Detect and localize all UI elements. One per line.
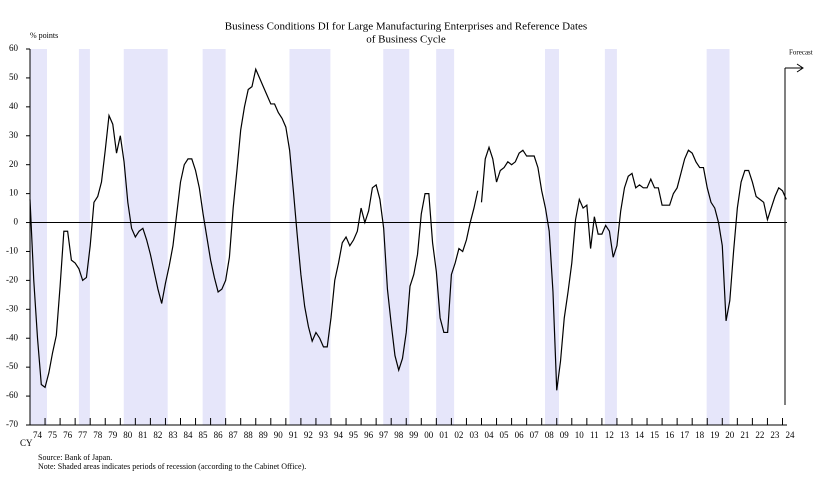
- x-tick-label: 92: [304, 430, 313, 440]
- recession-band: [436, 49, 455, 425]
- x-tick-label: 84: [183, 430, 193, 440]
- x-tick-label: 94: [334, 430, 344, 440]
- forecast-label: Forecast: [789, 49, 813, 57]
- y-tick-label: 20: [9, 159, 19, 169]
- x-tick-label: 01: [439, 430, 448, 440]
- y-tick-label: -20: [6, 274, 18, 284]
- x-tick-label: 06: [515, 430, 525, 440]
- x-tick-label: 13: [620, 430, 630, 440]
- x-axis-label: CY: [20, 438, 33, 448]
- x-tick-label: 12: [605, 430, 614, 440]
- x-tick-label: 03: [469, 430, 479, 440]
- di-line: [29, 67, 787, 391]
- x-tick-label: 16: [665, 430, 675, 440]
- recession-band: [545, 49, 559, 425]
- x-tick-label: 87: [229, 430, 239, 440]
- x-tick-label: 77: [78, 430, 88, 440]
- y-tick-label: -40: [6, 332, 18, 342]
- recession-band: [604, 49, 617, 425]
- x-tick-label: 88: [244, 430, 254, 440]
- y-tick-label: -60: [6, 390, 18, 400]
- x-tick-label: 15: [650, 430, 660, 440]
- x-tick-label: 02: [454, 430, 463, 440]
- x-tick-label: 93: [319, 430, 329, 440]
- y-tick-label: 30: [9, 130, 19, 140]
- x-tick-label: 91: [289, 430, 298, 440]
- y-axis-label: % points: [30, 31, 58, 40]
- x-tick-label: 85: [199, 430, 209, 440]
- x-tick-label: 98: [394, 430, 404, 440]
- y-tick-label: -50: [6, 361, 18, 371]
- x-tick-label: 89: [259, 430, 269, 440]
- recession-band: [30, 49, 48, 425]
- recession-band: [383, 49, 410, 425]
- x-tick-label: 96: [364, 430, 374, 440]
- x-tick-label: 24: [785, 430, 795, 440]
- x-tick-label: 14: [635, 430, 645, 440]
- x-tick-label: 78: [93, 430, 103, 440]
- x-tick-label: 80: [123, 430, 133, 440]
- x-tick-label: 07: [530, 430, 540, 440]
- y-tick-label: -30: [6, 303, 18, 313]
- recession-band: [289, 49, 331, 425]
- y-tick-label: 10: [9, 188, 19, 198]
- x-tick-label: 05: [500, 430, 510, 440]
- x-tick-label: 75: [48, 430, 58, 440]
- x-tick-label: 23: [770, 430, 780, 440]
- source: Source: Bank of Japan.: [38, 453, 112, 462]
- y-tick-label: 60: [9, 43, 19, 53]
- x-tick-label: 74: [33, 430, 43, 440]
- x-tick-label: 18: [695, 430, 705, 440]
- recession-band: [202, 49, 226, 425]
- x-tick-label: 00: [424, 430, 434, 440]
- x-tick-label: 76: [63, 430, 73, 440]
- recession-band: [706, 49, 730, 425]
- x-tick-label: 19: [710, 430, 720, 440]
- x-tick-label: 81: [138, 430, 147, 440]
- x-tick-label: 90: [274, 430, 284, 440]
- chart-title: of Business Cycle: [366, 34, 446, 46]
- y-tick-label: -10: [6, 246, 18, 256]
- recession-band: [78, 49, 90, 425]
- x-tick-label: 21: [740, 430, 749, 440]
- x-tick-label: 79: [108, 430, 118, 440]
- note: Note: Shaded areas indicates periods of …: [38, 462, 306, 471]
- y-tick-label: -70: [6, 419, 18, 429]
- y-tick-label: 50: [9, 72, 19, 82]
- x-tick-label: 82: [153, 430, 162, 440]
- x-tick-label: 10: [575, 430, 585, 440]
- x-tick-label: 09: [560, 430, 570, 440]
- x-tick-label: 08: [545, 430, 555, 440]
- x-tick-label: 17: [680, 430, 690, 440]
- x-tick-label: 20: [725, 430, 735, 440]
- x-tick-label: 22: [755, 430, 764, 440]
- x-tick-label: 97: [379, 430, 389, 440]
- x-tick-label: 83: [168, 430, 178, 440]
- y-tick-label: 0: [14, 217, 19, 227]
- x-tick-label: 86: [214, 430, 224, 440]
- chart-title: Business Conditions DI for Large Manufac…: [225, 21, 587, 33]
- x-tick-label: 11: [590, 430, 599, 440]
- x-tick-label: 95: [349, 430, 359, 440]
- y-tick-label: 40: [9, 101, 19, 111]
- x-tick-label: 04: [484, 430, 494, 440]
- x-tick-label: 99: [409, 430, 419, 440]
- forecast-arrowhead: [796, 63, 804, 73]
